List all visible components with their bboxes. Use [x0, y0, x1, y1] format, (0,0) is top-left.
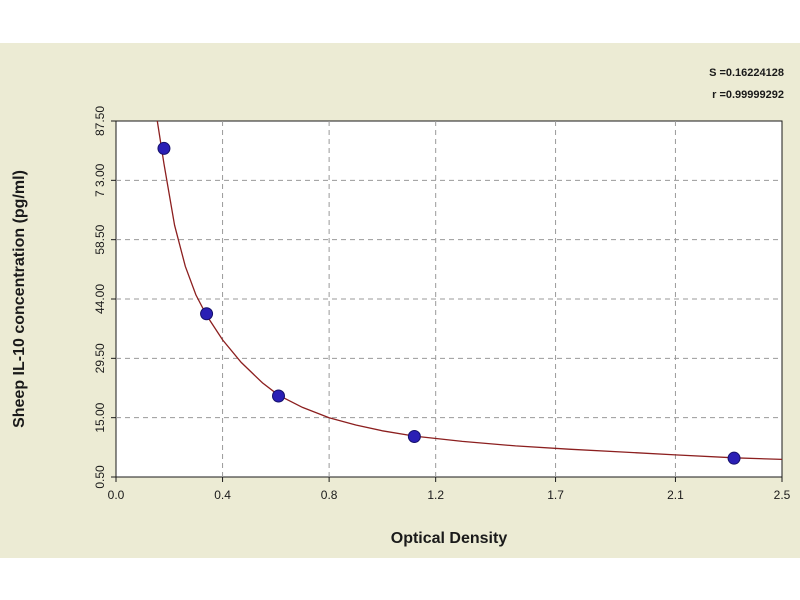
data-point: [200, 307, 214, 321]
x-axis-ticks: 0.0 0.4 0.8 1.2 1.7 2.1 2.5: [108, 477, 791, 502]
x-tick-label: 1.7: [547, 488, 564, 502]
fit-curve-group: [156, 120, 783, 461]
y-tick-label: 44.00: [93, 284, 107, 314]
chart-frame: 0.0 0.4 0.8 1.2 1.7 2.1 2.5 0.50 15.00 29.50 44.0…: [0, 43, 800, 558]
y-axis-title: Sheep IL-10 concentration (pg/ml): [11, 170, 28, 428]
grid-lines: [116, 121, 782, 477]
y-tick-label: 7 3.00: [93, 163, 107, 197]
x-tick-label: 0.4: [214, 488, 231, 502]
data-point: [407, 429, 421, 443]
x-tick-label: 0.0: [108, 488, 125, 502]
data-point: [727, 451, 741, 465]
data-point: [157, 141, 171, 155]
y-tick-label: 29.50: [93, 343, 107, 373]
y-tick-label: 0.50: [93, 465, 107, 489]
y-tick-label: 87.50: [93, 106, 107, 136]
x-tick-label: 2.1: [667, 488, 684, 502]
x-tick-label: 2.5: [774, 488, 791, 502]
data-points: [157, 141, 741, 465]
x-tick-label: 1.2: [427, 488, 444, 502]
stat-r-label: r =0.99999292: [712, 89, 784, 101]
data-point: [272, 389, 286, 403]
x-tick-label: 0.8: [321, 488, 338, 502]
y-axis-ticks: 0.50 15.00 29.50 44.00 58.50 7 3.00 87.50: [93, 106, 116, 489]
chart: 0.0 0.4 0.8 1.2 1.7 2.1 2.5 0.50 15.00 29.50 44.0…: [11, 67, 791, 547]
stat-s-label: S =0.16224128: [709, 67, 784, 79]
x-axis-title: Optical Density: [391, 530, 508, 547]
fit-curve: [156, 120, 783, 461]
y-tick-label: 58.50: [93, 224, 107, 254]
y-tick-label: 15.00: [93, 402, 107, 432]
